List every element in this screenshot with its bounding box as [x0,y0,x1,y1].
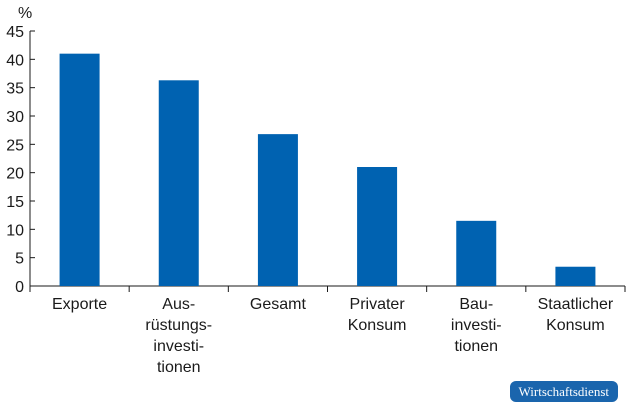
bar [257,134,298,286]
y-tick-label: 30 [6,109,24,126]
y-axis: 0 5 10 15 20 25 30 35 40 45 [6,24,35,296]
category-labels: Exporte Aus-rüstungs-investi-tionen Gesamt… [52,296,614,376]
y-tick-label: 35 [6,81,24,98]
x-category-label-line: investi- [153,338,204,355]
x-category-label-line: Bau- [459,296,493,313]
x-category-label-line: Konsum [348,317,407,334]
bars [59,53,596,286]
y-tick-label: 20 [6,166,24,183]
x-category-label-line: tionen [157,359,201,376]
x-category-label-line: rüstungs- [145,317,212,334]
y-tick-label: 10 [6,222,24,239]
x-category-label: Exporte [52,296,107,313]
x-category-label-line: Exporte [52,296,107,313]
y-unit-label: % [18,5,32,22]
bar [59,53,100,286]
x-axis [29,285,626,292]
x-category-label: Bau-investi-tionen [451,296,502,355]
y-tick-label: 40 [6,52,24,69]
x-category-label-line: Gesamt [250,296,307,313]
x-category-label: Staatlicher Konsum [538,296,614,334]
y-tick-label: 0 [15,279,24,296]
x-category-label: Gesamt [250,296,307,313]
y-tick-label: 5 [15,251,24,268]
x-category-label-line: Konsum [546,317,605,334]
bar [158,80,199,286]
publisher-badge: Wirtschaftsdienst [509,381,618,402]
x-category-label-line: tionen [454,338,498,355]
bar [555,266,596,286]
x-category-label-line: Staatlicher [538,296,614,313]
x-category-label: Privater Konsum [348,296,407,334]
y-tick-label: 45 [6,24,24,41]
y-tick-label: 25 [6,137,24,154]
x-category-label-line: Privater [350,296,406,313]
x-category-label-line: Aus- [162,296,195,313]
bar [357,167,398,286]
x-category-label: Aus-rüstungs-investi-tionen [145,296,212,376]
bar [456,220,497,286]
x-category-label-line: investi- [451,317,502,334]
y-tick-label: 15 [6,194,24,211]
